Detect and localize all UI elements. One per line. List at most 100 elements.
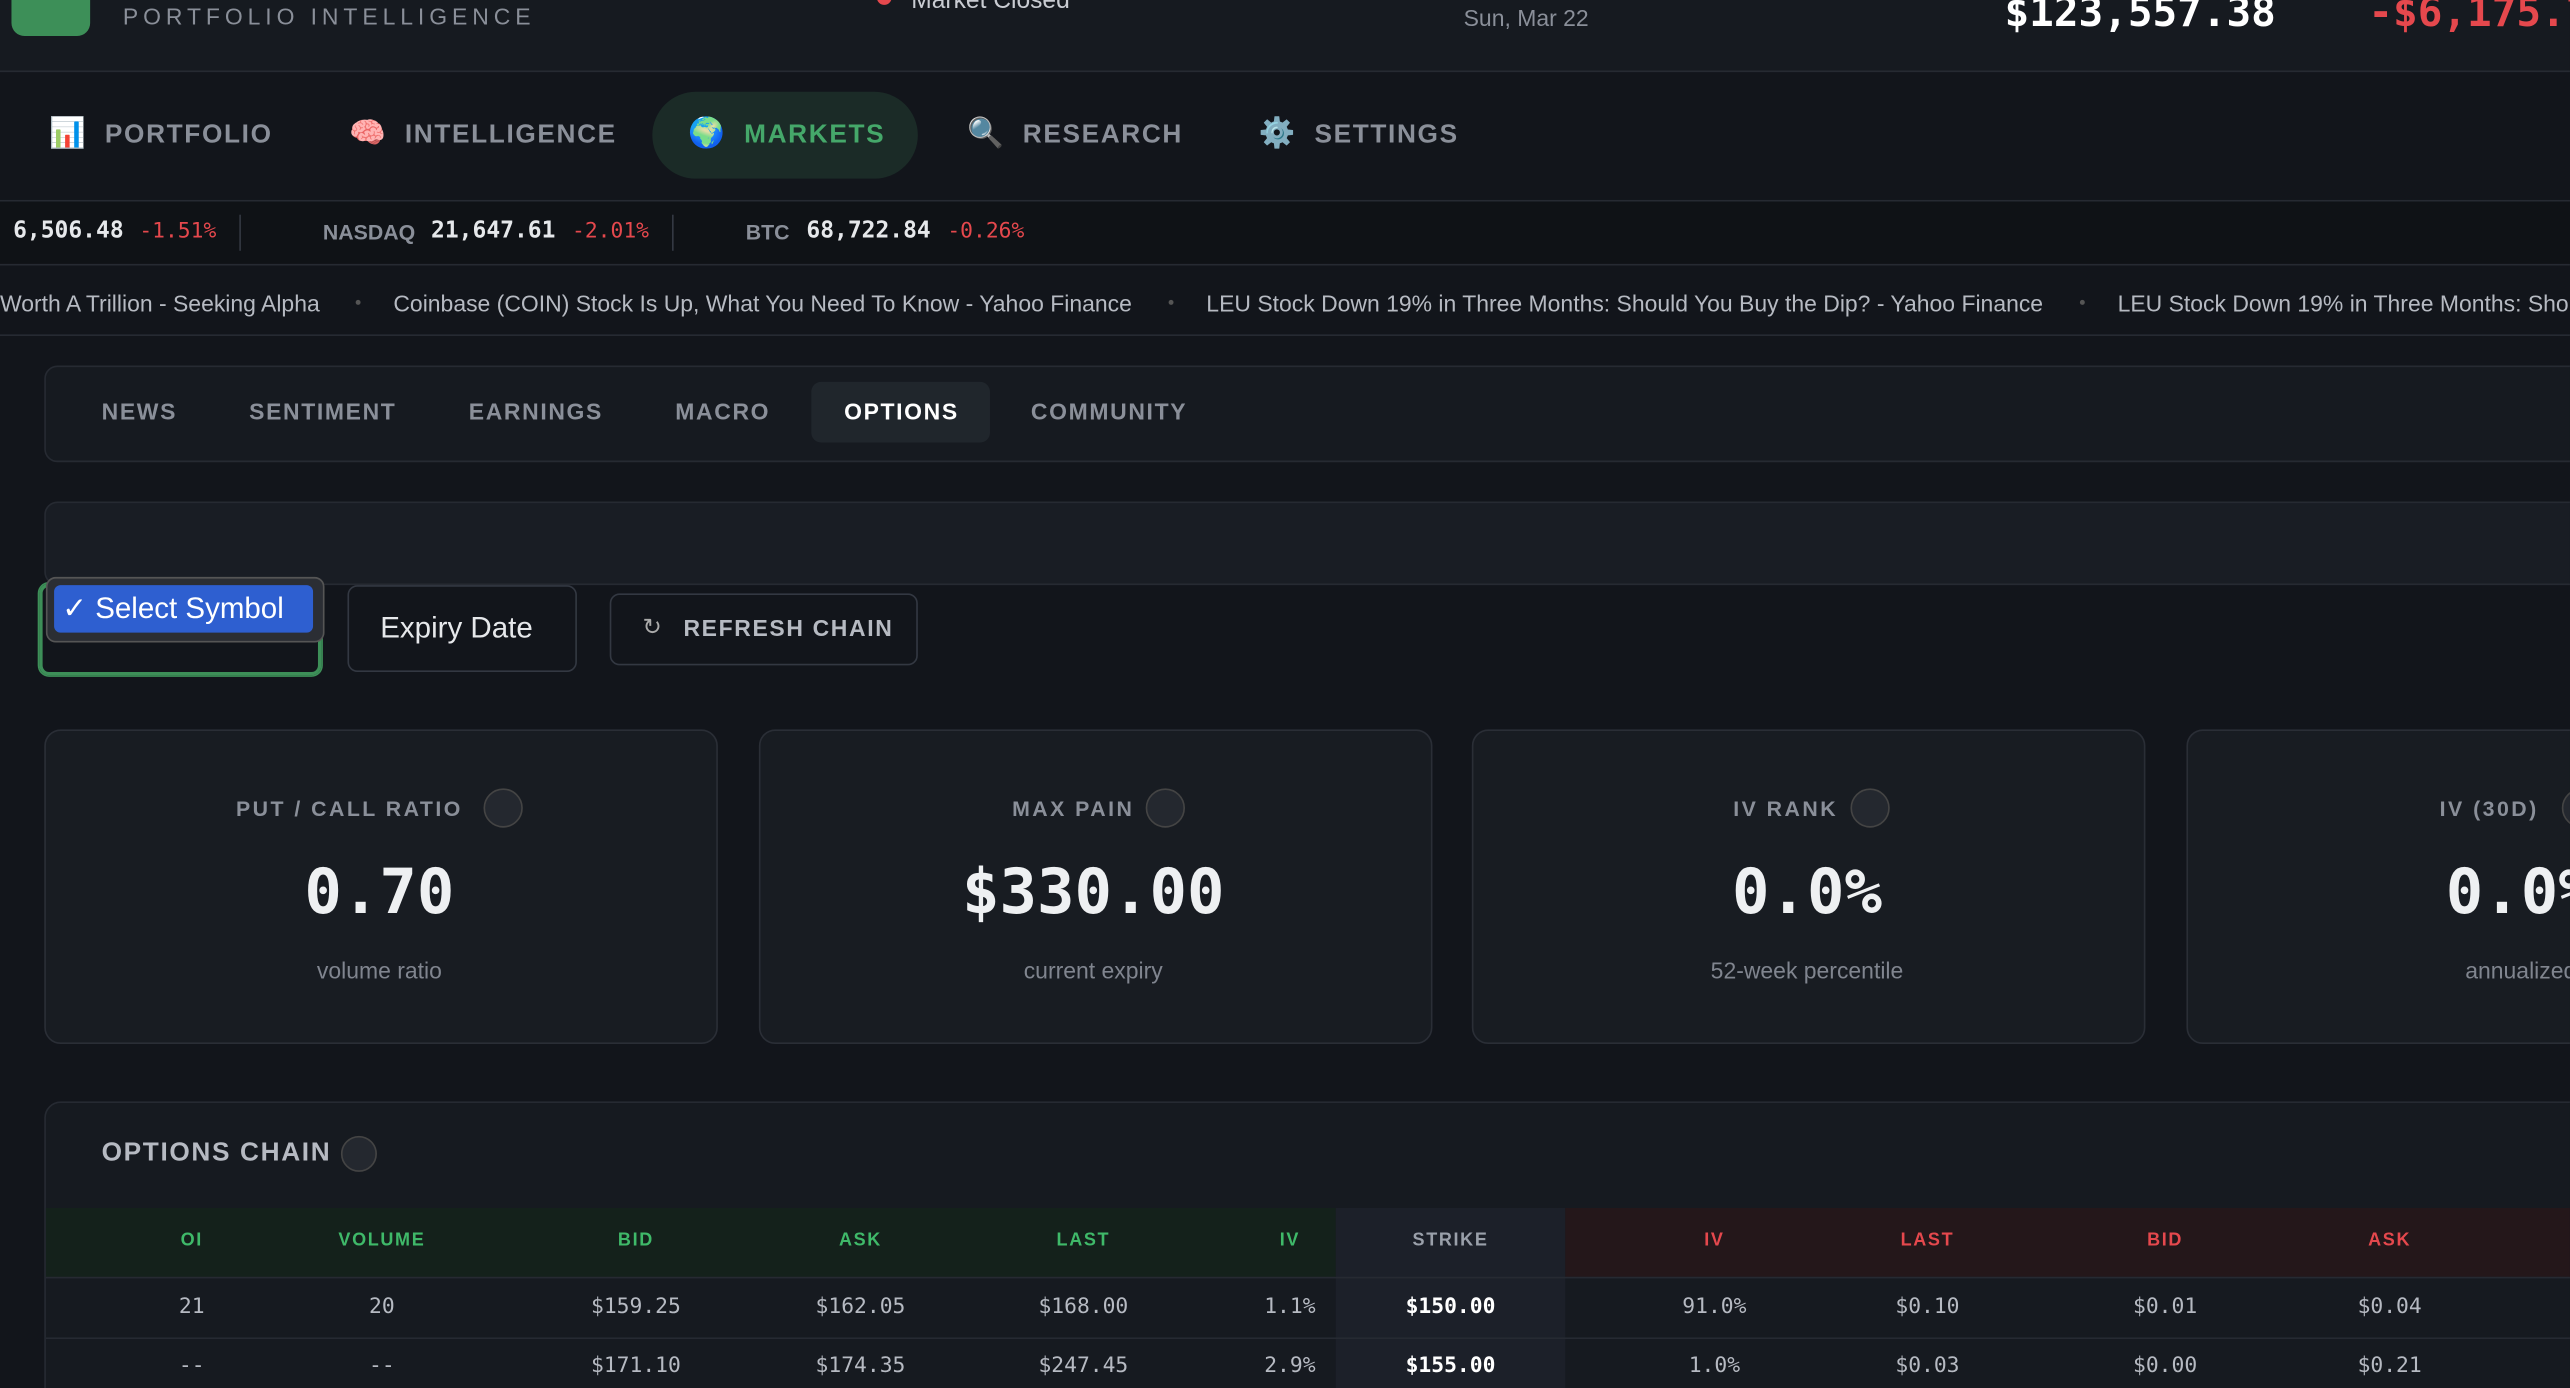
status-dot [876,0,892,5]
search-panel [44,501,2570,586]
table-cell: $0.21 [2357,1353,2422,1379]
metric-card [2185,729,2570,1045]
news-item[interactable]: Coinbase (COIN) Stock Is Up, What You Ne… [393,290,1132,317]
column-header: BID [2147,1230,2184,1251]
date: Sun, Mar 22 [1463,4,1589,32]
metric-value: 0.0% [1731,855,1882,928]
table-cell: 2.9% [1264,1353,1316,1379]
refresh-icon: ↻ [642,612,662,640]
news-item[interactable]: Worth A Trillion - Seeking Alpha [0,290,320,317]
chain-title: OPTIONS CHAIN [101,1139,332,1167]
column-header: ASK [2368,1230,2412,1251]
info-icon[interactable] [1145,788,1185,828]
table-cell: $168.00 [1038,1294,1129,1320]
strike-column-bg [1335,1207,1566,1388]
tab[interactable]: COMMUNITY [1030,398,1188,425]
ticker-change: -1.51% [139,219,217,245]
row-divider [45,1337,2570,1340]
table-cell: 1.1% [1264,1294,1316,1320]
metric-value: $330.00 [961,855,1225,928]
tab[interactable]: NEWS [101,398,178,425]
select-option[interactable]: ✓ Select Symbol [54,585,314,633]
table-cell: -- [369,1353,395,1379]
metric-card [1471,729,2146,1045]
nav-icon: 📊 [49,116,86,150]
refresh-button[interactable] [609,593,918,666]
table-cell: $0.03 [1895,1353,1960,1379]
puts-header-bg [1565,1207,2570,1277]
table-cell: $174.35 [815,1353,906,1379]
refresh-label[interactable]: REFRESH CHAIN [683,614,894,641]
metric-value: 0.70 [304,855,455,928]
table-cell: 21 [178,1294,205,1320]
info-icon[interactable] [340,1135,377,1172]
table-cell: $0.04 [2357,1294,2422,1320]
table-cell: 91.0% [1682,1294,1747,1320]
table-cell: $0.01 [2133,1294,2198,1320]
table-cell: $171.10 [591,1353,681,1379]
news-dot [2079,299,2085,305]
news-bar [0,266,2570,336]
column-header: VOLUME [338,1230,426,1251]
table-cell: $0.00 [2133,1353,2198,1379]
news-dot [355,299,361,305]
table-cell: $155.00 [1405,1353,1496,1379]
info-icon[interactable] [483,788,523,828]
nav-icon: 🌍 [688,116,726,150]
news-item[interactable]: LEU Stock Down 19% in Three Months: Shou… [1206,290,2044,317]
nav-item[interactable]: SETTINGS [1314,121,1459,150]
metric-label: MAX PAIN [1012,796,1135,822]
tab[interactable]: OPTIONS [844,398,959,425]
ticker-divider [239,214,241,251]
column-header: ASK [838,1230,882,1251]
column-header: OI [180,1230,203,1251]
news-item[interactable]: LEU Stock Down 19% in Three Months: Shou… [2117,290,2570,317]
expiry-button[interactable]: Expiry Date [347,585,577,672]
ticker-change: -2.01% [572,219,649,245]
market-status: Market Closed [911,0,1070,15]
ticker-value: 68,722.84 [806,217,931,245]
info-icon[interactable] [1850,788,1890,828]
ticker-name: NASDAQ [322,219,416,245]
nav-bar [0,72,2570,202]
column-header: LAST [1900,1230,1955,1251]
metric-value: 0.0% [2445,855,2570,928]
tab-active-bg [811,381,990,443]
nav-icon: 🧠 [349,116,386,150]
table-cell: $247.45 [1038,1353,1129,1379]
tab-panel [44,365,2570,463]
tab[interactable]: MACRO [675,398,771,425]
nav-item[interactable]: RESEARCH [1022,121,1184,150]
total-change: -$6,175.78 [2368,0,2570,37]
ticker-change: -0.26% [947,219,1025,245]
table-cell: 20 [369,1294,395,1320]
brand: PORTFOLIO INTELLIGENCE [122,3,536,30]
metric-sub: current expiry [1023,957,1163,984]
table-cell: $0.10 [1895,1294,1960,1320]
table-cell: $162.05 [815,1294,906,1320]
total-value: $123,557.38 [2004,0,2276,37]
logo [11,0,91,37]
metric-card [44,729,718,1045]
column-header: IV [1704,1230,1725,1251]
ticker-divider [671,214,674,251]
ticker-bar [0,201,2570,266]
row-divider [45,1276,2570,1279]
tab[interactable]: EARNINGS [468,398,603,425]
nav-item[interactable]: MARKETS [744,121,886,150]
ticker-value: 6,506.48 [13,217,124,245]
nav-item[interactable]: PORTFOLIO [104,121,273,150]
news-dot [1168,299,1174,305]
nav-icon: 🔍 [967,116,1004,150]
nav-item[interactable]: INTELLIGENCE [404,121,617,150]
table-cell: $159.25 [591,1294,681,1320]
metric-card [758,729,1432,1045]
nav-icon: ⚙️ [1258,116,1296,150]
table-cell: -- [178,1353,205,1379]
metric-label: IV (30D) [2439,796,2539,822]
tab[interactable]: SENTIMENT [249,398,397,425]
metric-label: IV RANK [1733,796,1839,822]
column-header: LAST [1056,1230,1111,1251]
